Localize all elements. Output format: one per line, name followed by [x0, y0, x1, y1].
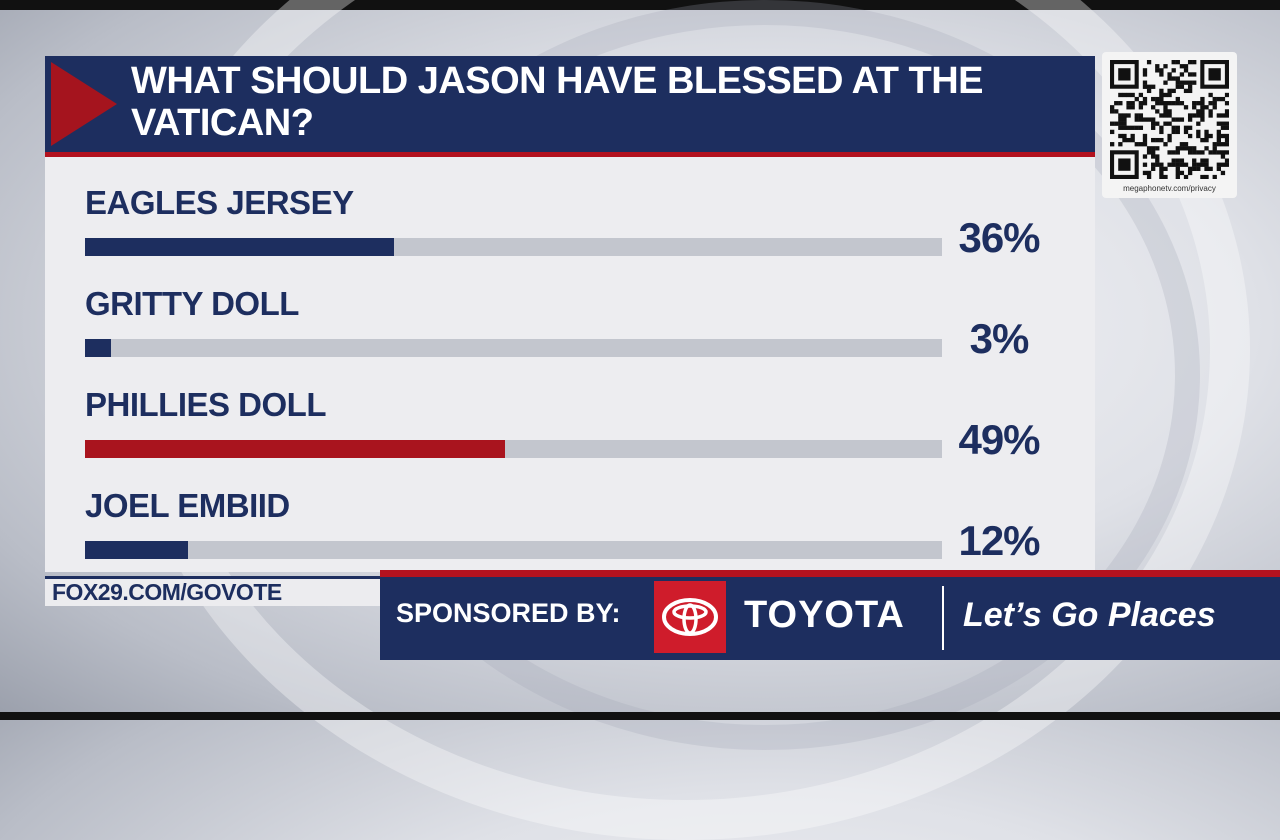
poll-row: EAGLES JERSEY 36%	[85, 184, 1085, 274]
poll-row: JOEL EMBIID 12%	[85, 487, 1085, 577]
poll-bar-track	[85, 238, 942, 256]
sponsor-tagline: Let’s Go Places	[963, 596, 1216, 634]
poll-bar-track	[85, 339, 942, 357]
header-stripe	[45, 152, 1095, 157]
poll-bar-track	[85, 440, 942, 458]
poll-bar-track	[85, 541, 942, 559]
bottom-frame-bar	[0, 712, 1280, 720]
sponsor-name: TOYOTA	[744, 594, 905, 636]
poll-panel: WHAT SHOULD JASON HAVE BLESSED AT THE VA…	[45, 56, 1095, 572]
poll-option-label: PHILLIES DOLL	[85, 386, 327, 423]
poll-bar	[85, 339, 111, 357]
poll-option-label: GRITTY DOLL	[85, 285, 299, 322]
vote-url-top-line	[45, 576, 380, 579]
poll-bar	[85, 440, 505, 458]
qr-card: megaphonetv.com/privacy	[1102, 52, 1237, 198]
sponsor-divider	[942, 586, 944, 650]
sponsor-stripe	[380, 570, 1280, 577]
poll-option-label: EAGLES JERSEY	[85, 184, 354, 221]
poll-row: PHILLIES DOLL 49%	[85, 386, 1085, 476]
poll-question: WHAT SHOULD JASON HAVE BLESSED AT THE VA…	[131, 60, 984, 144]
vote-url: FOX29.COM/GOVOTE	[52, 579, 282, 605]
poll-row: GRITTY DOLL 3%	[85, 285, 1085, 375]
vote-url-box: FOX29.COM/GOVOTE	[45, 576, 380, 606]
poll-option-label: JOEL EMBIID	[85, 487, 290, 524]
qr-code-icon	[1110, 60, 1229, 179]
poll-header: WHAT SHOULD JASON HAVE BLESSED AT THE VA…	[45, 56, 1095, 152]
poll-percent-label: 49%	[958, 416, 1040, 463]
poll-percent-label: 12%	[958, 517, 1040, 564]
poll-percent-label: 36%	[958, 214, 1040, 261]
sponsored-by-label: SPONSORED BY:	[396, 598, 621, 628]
sponsor-band: SPONSORED BY: TOYOTA Let’s Go Places	[380, 570, 1280, 660]
poll-bar	[85, 238, 394, 256]
toyota-logo-icon	[654, 581, 726, 653]
poll-percent-label: 3%	[969, 315, 1030, 362]
play-arrow-icon	[51, 62, 117, 146]
poll-bar	[85, 541, 188, 559]
qr-caption: megaphonetv.com/privacy	[1123, 184, 1216, 193]
